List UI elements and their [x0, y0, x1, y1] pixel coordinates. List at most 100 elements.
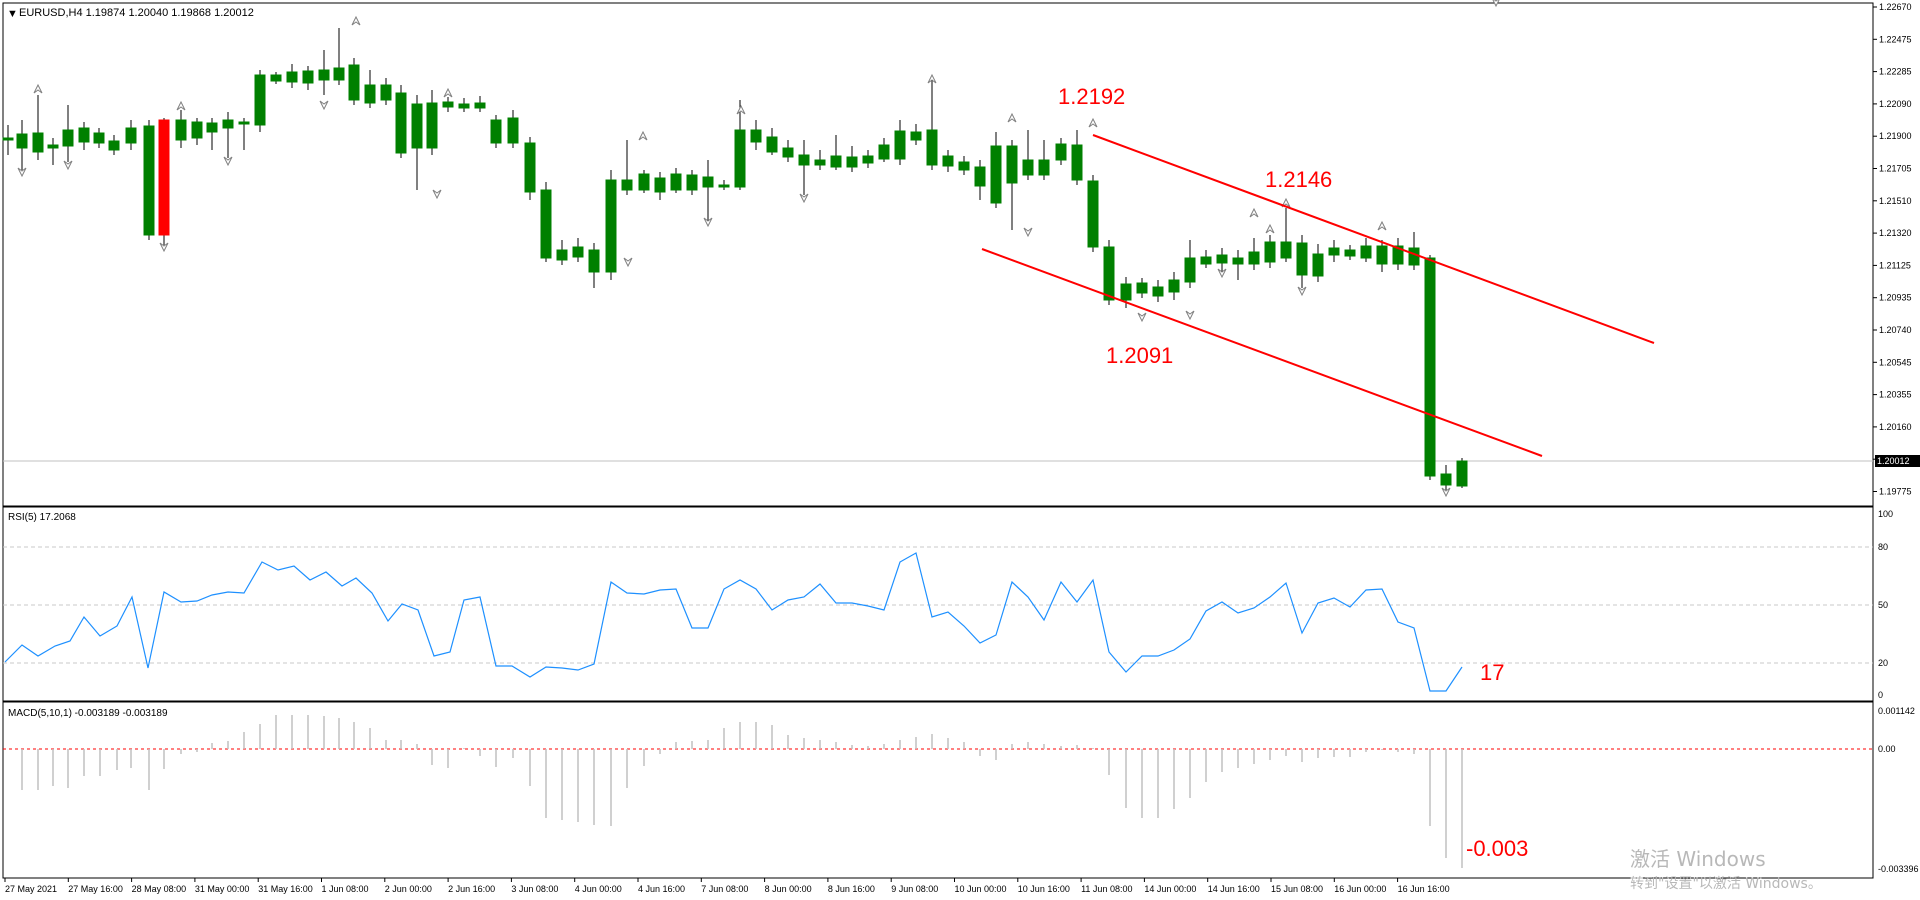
rsi-level-20: 20 [1878, 658, 1888, 668]
fractal-markers [17, 0, 1500, 498]
main-pane[interactable] [2, 2, 1874, 507]
time-tick-label: 2 Jun 00:00 [385, 884, 432, 894]
candle-body [862, 155, 874, 164]
time-tick-label: 15 Jun 08:00 [1271, 884, 1323, 894]
time-tick-label: 8 Jun 00:00 [765, 884, 812, 894]
candle-body [1152, 286, 1164, 297]
candle-body [1216, 254, 1228, 264]
candle-body [1055, 143, 1067, 161]
candle-body [318, 69, 330, 81]
watermark-line2: 转到"设置"以激活 Windows。 [1630, 875, 1822, 892]
price-tick-label: 1.19775 [1879, 487, 1912, 497]
candle-body [1344, 249, 1356, 257]
time-tick-label: 10 Jun 16:00 [1018, 884, 1070, 894]
time-tick-label: 9 Jun 08:00 [891, 884, 938, 894]
candle-body [380, 84, 392, 101]
fractal-down-icon [63, 160, 73, 171]
candle-body [1103, 246, 1115, 301]
rsi-level-100: 100 [1878, 509, 1893, 519]
time-tick-label: 11 Jun 08:00 [1081, 884, 1132, 894]
time-tick-label: 14 Jun 16:00 [1208, 884, 1260, 894]
candle-body [910, 131, 922, 141]
candle-body [572, 246, 584, 258]
candle-body [814, 159, 826, 166]
candle-body [395, 92, 407, 154]
candle-body [1168, 279, 1180, 293]
price-tick-label: 1.22285 [1879, 67, 1912, 77]
candle-body [1232, 257, 1244, 265]
fractal-up-icon [736, 104, 746, 115]
time-tick-label: 1 Jun 08:00 [322, 884, 369, 894]
candle-body [16, 133, 28, 149]
candle-body [670, 173, 682, 191]
candle-body [750, 129, 762, 143]
macd-pane[interactable] [2, 701, 1874, 879]
fractal-down-icon [1137, 312, 1147, 323]
price-tick-label: 1.20740 [1879, 325, 1912, 335]
candle-body [540, 189, 552, 259]
candle-body [830, 155, 842, 168]
fractal-down-icon [159, 242, 169, 253]
time-tick-label: 4 Jun 00:00 [575, 884, 622, 894]
candle-body [270, 74, 282, 82]
candle-body [254, 74, 266, 126]
candle-body [411, 103, 423, 149]
annotation-macd: -0.003 [1466, 836, 1528, 861]
time-tick-label: 7 Jun 08:00 [701, 884, 748, 894]
candle-body [974, 166, 986, 187]
candle-body [524, 142, 536, 193]
fractal-down-icon [319, 100, 329, 111]
price-tick-label: 1.22090 [1879, 99, 1912, 109]
channel-upper-line[interactable] [1092, 134, 1655, 344]
candle-body [364, 84, 376, 104]
annotation-high-2: 1.2146 [1265, 167, 1332, 192]
rsi-pane[interactable] [2, 506, 1874, 702]
annotation-high-1: 1.2192 [1058, 84, 1125, 109]
macd-title: MACD(5,10,1) -0.003189 -0.003189 [8, 708, 168, 719]
candle-body [1006, 145, 1018, 184]
price-tick-label: 1.21705 [1879, 164, 1912, 174]
price-tick-label: 1.21320 [1879, 228, 1912, 238]
price-tick-label: 1.22670 [1879, 2, 1912, 12]
candle-body [426, 102, 438, 149]
candle-body [507, 117, 519, 144]
fractal-down-icon [223, 156, 233, 167]
time-tick-label: 4 Jun 16:00 [638, 884, 685, 894]
candle-body [333, 67, 345, 81]
candle-body [942, 155, 954, 167]
fractal-down-icon [1297, 286, 1307, 297]
candle-body [442, 101, 454, 108]
price-tick-label: 1.20545 [1879, 357, 1912, 367]
candle-body [78, 127, 90, 143]
candle-body [191, 121, 203, 139]
candle-body [1280, 241, 1292, 259]
symbol-dropdown-icon[interactable]: ▼ [7, 8, 18, 20]
candle-body [990, 145, 1002, 204]
candle-body [1408, 247, 1420, 266]
candle-body [93, 132, 105, 144]
candle-body [654, 177, 666, 193]
candle-body [1022, 159, 1034, 176]
candle-body [1136, 282, 1148, 294]
time-tick-label: 31 May 16:00 [258, 884, 313, 894]
time-tick-label: 2 Jun 16:00 [448, 884, 495, 894]
current-price-tag [1875, 455, 1920, 467]
time-axis[interactable]: 27 May 2021 27 May 16:00 28 May 08:00 31 Ma… [4, 878, 1450, 894]
candle-body [958, 161, 970, 171]
channel-lower-line[interactable] [981, 248, 1543, 457]
fractal-down-icon [1217, 268, 1227, 279]
candle-body [1296, 242, 1308, 276]
time-tick-label: 16 Jun 16:00 [1398, 884, 1450, 894]
macd-level-bottom: -0.003396 [1878, 864, 1919, 874]
annotation-rsi: 17 [1480, 660, 1504, 685]
candle-body [1376, 245, 1388, 265]
macd-histogram [21, 715, 1463, 868]
price-tick-label: 1.21510 [1879, 196, 1912, 206]
candle-body [125, 127, 137, 144]
candle-body [1360, 245, 1372, 259]
candle-body [926, 129, 938, 166]
price-axis[interactable]: 1.22670 1.22475 1.22285 1.22090 1.21900 1.217… [1873, 2, 1912, 497]
fractal-down-icon [17, 167, 27, 178]
fractal-up-icon [1088, 117, 1098, 128]
